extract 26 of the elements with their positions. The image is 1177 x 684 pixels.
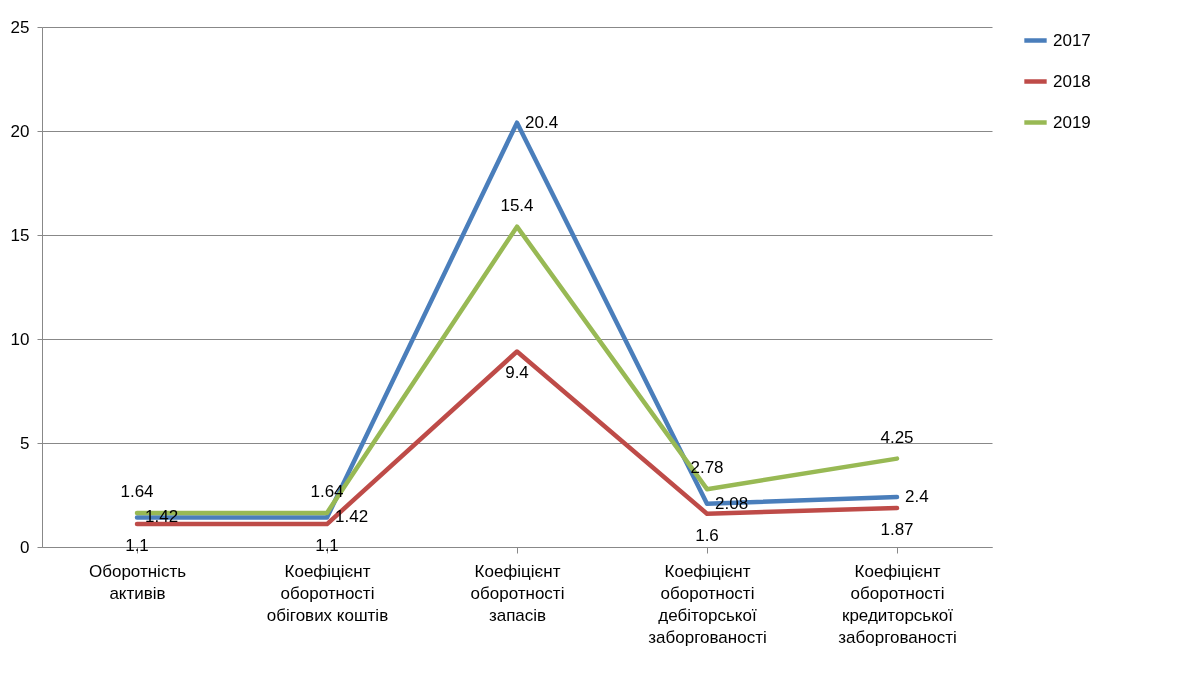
legend-label: 2019 xyxy=(1053,112,1091,132)
y-tick-label: 15 xyxy=(10,225,30,245)
data-label: 1.87 xyxy=(880,520,914,540)
x-tick-label: Коефіцієнт оборотності дебіторської заборгованості xyxy=(648,561,767,647)
x-tick-label: Коефіцієнт оборотності обігових коштів xyxy=(266,561,389,625)
data-label: 20.4 xyxy=(525,112,559,132)
data-label: 1.6 xyxy=(695,525,719,545)
y-tick-label: 25 xyxy=(10,17,30,37)
data-label: 9.4 xyxy=(505,363,529,383)
data-label: 1.1 xyxy=(315,536,339,556)
y-tick-label: 5 xyxy=(20,433,30,453)
legend-label: 2018 xyxy=(1053,71,1091,91)
data-label: 15.4 xyxy=(500,195,534,215)
data-label: 4.25 xyxy=(880,427,914,447)
legend-label: 2017 xyxy=(1053,30,1091,50)
data-label: 1.64 xyxy=(120,481,154,501)
data-label: 1.1 xyxy=(125,536,149,556)
y-tick-label: 0 xyxy=(20,537,30,557)
data-label: 1.42 xyxy=(335,507,369,527)
x-tick-label: Коефіцієнт оборотності запасів xyxy=(470,561,565,625)
data-label: 2.4 xyxy=(905,487,929,507)
x-tick-label: Оборотність активів xyxy=(88,561,187,603)
x-tick-label: Коефіцієнт оборотності кредиторської заборгованості xyxy=(838,561,957,647)
data-label: 2.08 xyxy=(715,493,749,513)
y-tick-label: 20 xyxy=(10,121,30,141)
y-tick-label: 10 xyxy=(10,329,30,349)
